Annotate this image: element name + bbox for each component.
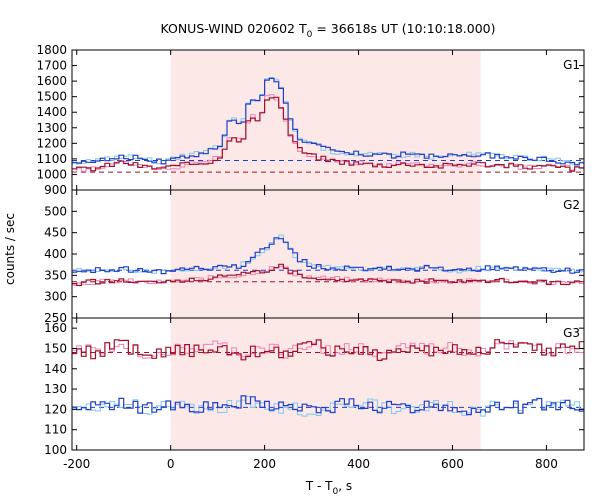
shaded-interval (170, 318, 481, 450)
y-tick-label: 140 (44, 362, 67, 376)
y-tick-label: 1800 (36, 43, 67, 57)
x-tick-label: 200 (253, 457, 276, 471)
y-tick-label: 160 (44, 321, 67, 335)
panel-label: G3 (563, 326, 580, 340)
shaded-interval (170, 190, 481, 318)
panel-G3: 100 110 120 130 140 150 160 G3 (44, 317, 585, 457)
y-tick-label: 150 (44, 341, 67, 355)
y-tick-label: 1500 (36, 90, 67, 104)
x-tick-label: 600 (441, 457, 464, 471)
x-axis-title-main: T - T (305, 479, 333, 493)
chart-title: KONUS-WIND 020602 T0 = 36618s UT (10:10:… (160, 21, 495, 40)
y-tick-label: 120 (44, 402, 67, 416)
shaded-interval (170, 50, 481, 190)
series-red (72, 96, 584, 172)
chart-title-main: KONUS-WIND 020602 T (160, 21, 306, 36)
panel-label: G1 (563, 58, 580, 72)
chart-title-rest: = 36618s UT (10:10:18.000) (312, 21, 495, 36)
panel-plot (72, 339, 584, 417)
y-tick-label: 1600 (36, 74, 67, 88)
series-red (72, 263, 584, 287)
y-tick-label: 110 (44, 423, 67, 437)
y-tick-label: 400 (44, 247, 67, 261)
panel-plot (72, 77, 584, 173)
x-tick-label: 800 (535, 457, 558, 471)
x-tick-label: 0 (167, 457, 175, 471)
panel-frame (71, 317, 585, 451)
panel-plot (72, 234, 584, 287)
plot-layer: 900100011001200130014001500160017001800G… (36, 43, 585, 471)
series-red (72, 339, 584, 361)
y-tick-label: 250 (44, 311, 67, 325)
x-axis-title-subscript: 0 (333, 487, 339, 497)
y-tick-label: 1000 (36, 167, 67, 181)
y-tick-label: 900 (44, 183, 67, 197)
x-tick-label: -200 (63, 457, 90, 471)
x-axis-title: T - T0, s (305, 479, 352, 497)
y-tick-label: 1700 (36, 59, 67, 73)
y-tick-label: 1300 (36, 121, 67, 135)
y-tick-label: 130 (44, 382, 67, 396)
y-axis-title: counts / sec (3, 213, 17, 285)
y-tick-label: 1200 (36, 136, 67, 150)
y-tick-label: 450 (44, 226, 67, 240)
chart-title-subscript: 0 (307, 30, 313, 40)
series-blue (72, 237, 584, 275)
x-axis-title-rest: , s (338, 479, 352, 493)
y-tick-label: 100 (44, 443, 67, 457)
series-blue (72, 395, 584, 416)
panel-G2: 250 300 350 400 450 500 G2 (44, 189, 585, 325)
y-tick-label: 1100 (36, 152, 67, 166)
panel-label: G2 (563, 198, 580, 212)
y-tick-label: 500 (44, 204, 67, 218)
series-blue (72, 77, 584, 166)
y-tick-label: 1400 (36, 105, 67, 119)
series-red-fine (72, 94, 584, 173)
y-tick-label: 350 (44, 268, 67, 282)
y-tick-label: 300 (44, 290, 67, 304)
x-tick-label: 400 (347, 457, 370, 471)
